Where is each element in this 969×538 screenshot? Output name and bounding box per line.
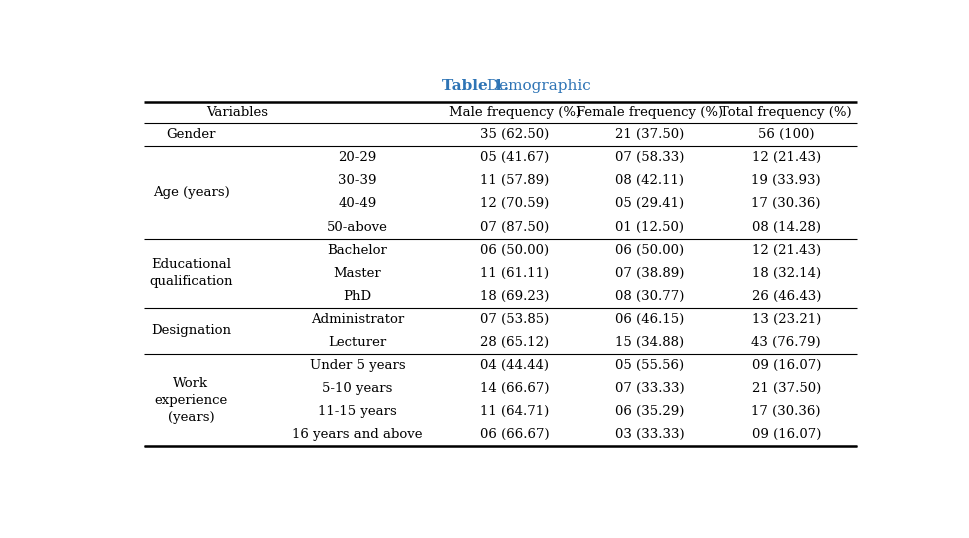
Text: 08 (30.77): 08 (30.77) [614, 290, 684, 303]
Text: 50-above: 50-above [327, 221, 388, 233]
Text: 09 (16.07): 09 (16.07) [751, 428, 820, 442]
Text: 07 (58.33): 07 (58.33) [614, 151, 684, 164]
Text: Designation: Designation [151, 324, 231, 337]
Text: 56 (100): 56 (100) [757, 128, 814, 141]
Text: 11 (57.89): 11 (57.89) [480, 174, 549, 187]
Text: 16 years and above: 16 years and above [292, 428, 422, 442]
Text: 05 (41.67): 05 (41.67) [480, 151, 549, 164]
Text: 40-49: 40-49 [338, 197, 376, 210]
Text: 05 (55.56): 05 (55.56) [614, 359, 684, 372]
Text: 07 (53.85): 07 (53.85) [480, 313, 549, 326]
Text: Under 5 years: Under 5 years [309, 359, 405, 372]
Text: 03 (33.33): 03 (33.33) [614, 428, 684, 442]
Text: 07 (38.89): 07 (38.89) [614, 267, 684, 280]
Text: PhD: PhD [343, 290, 371, 303]
Text: Work
experience
(years): Work experience (years) [154, 377, 228, 424]
Text: Lecturer: Lecturer [328, 336, 387, 349]
Text: 18 (69.23): 18 (69.23) [480, 290, 549, 303]
Text: 01 (12.50): 01 (12.50) [614, 221, 683, 233]
Text: 09 (16.07): 09 (16.07) [751, 359, 820, 372]
Text: 07 (87.50): 07 (87.50) [480, 221, 549, 233]
Text: 13 (23.21): 13 (23.21) [751, 313, 820, 326]
Text: 04 (44.44): 04 (44.44) [480, 359, 548, 372]
Text: 05 (29.41): 05 (29.41) [614, 197, 684, 210]
Text: 26 (46.43): 26 (46.43) [751, 290, 820, 303]
Text: Male frequency (%): Male frequency (%) [449, 106, 580, 119]
Text: 06 (35.29): 06 (35.29) [614, 405, 684, 419]
Text: 08 (14.28): 08 (14.28) [751, 221, 820, 233]
Text: Bachelor: Bachelor [328, 244, 388, 257]
Text: 35 (62.50): 35 (62.50) [480, 128, 549, 141]
Text: 12 (21.43): 12 (21.43) [751, 151, 820, 164]
Text: Age (years): Age (years) [152, 186, 229, 199]
Text: Variables: Variables [206, 106, 268, 119]
Text: 21 (37.50): 21 (37.50) [751, 382, 820, 395]
Text: 06 (46.15): 06 (46.15) [614, 313, 684, 326]
Text: Gender: Gender [166, 128, 215, 141]
Text: Administrator: Administrator [311, 313, 404, 326]
Text: Educational
qualification: Educational qualification [149, 258, 233, 288]
Text: 19 (33.93): 19 (33.93) [751, 174, 820, 187]
Text: 30-39: 30-39 [338, 174, 377, 187]
Text: 20-29: 20-29 [338, 151, 376, 164]
Text: Demographic: Demographic [482, 79, 590, 93]
Text: 15 (34.88): 15 (34.88) [614, 336, 684, 349]
Text: 28 (65.12): 28 (65.12) [480, 336, 549, 349]
Text: Female frequency (%): Female frequency (%) [576, 106, 723, 119]
Text: 12 (21.43): 12 (21.43) [751, 244, 820, 257]
Text: 12 (70.59): 12 (70.59) [480, 197, 549, 210]
Text: 18 (32.14): 18 (32.14) [751, 267, 820, 280]
Text: 5-10 years: 5-10 years [322, 382, 392, 395]
Text: 14 (66.67): 14 (66.67) [480, 382, 549, 395]
Text: Table 1.: Table 1. [442, 79, 509, 93]
Text: 08 (42.11): 08 (42.11) [614, 174, 683, 187]
Text: 21 (37.50): 21 (37.50) [614, 128, 684, 141]
Text: 07 (33.33): 07 (33.33) [614, 382, 684, 395]
Text: 11 (64.71): 11 (64.71) [480, 405, 549, 419]
Text: Master: Master [333, 267, 381, 280]
Text: 17 (30.36): 17 (30.36) [751, 405, 820, 419]
Text: 06 (50.00): 06 (50.00) [614, 244, 684, 257]
Text: 17 (30.36): 17 (30.36) [751, 197, 820, 210]
Text: 11-15 years: 11-15 years [318, 405, 396, 419]
Text: 06 (50.00): 06 (50.00) [480, 244, 549, 257]
Text: 11 (61.11): 11 (61.11) [480, 267, 549, 280]
Text: Total frequency (%): Total frequency (%) [720, 106, 851, 119]
Text: 06 (66.67): 06 (66.67) [480, 428, 549, 442]
Text: 43 (76.79): 43 (76.79) [751, 336, 820, 349]
